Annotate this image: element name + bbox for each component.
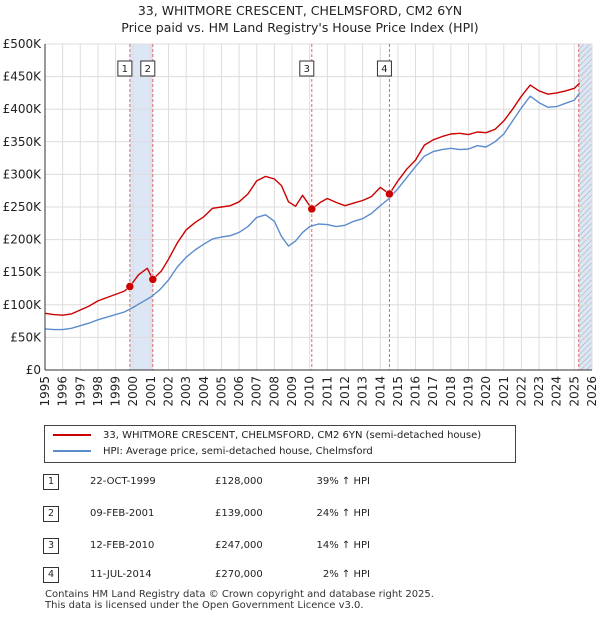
y-tick-label: £500K (3, 37, 43, 51)
x-tick-label: 2014 (373, 376, 387, 407)
x-tick-label: 2022 (514, 376, 528, 407)
sale-hpi-change: 39% ↑ HPI (316, 476, 370, 487)
legend-item-hpi: HPI: Average price, semi-detached house,… (53, 445, 373, 459)
y-tick-label: £0 (26, 363, 41, 377)
sale-marker-box (117, 60, 133, 77)
sale-point (307, 204, 317, 214)
x-tick-label: 2000 (126, 376, 140, 407)
x-tick-label: 1998 (91, 376, 105, 407)
x-tick-label: 2020 (479, 376, 493, 407)
y-tick-label: £350K (3, 135, 43, 149)
x-tick-label: 2024 (550, 376, 564, 407)
x-tick-label: 1995 (38, 376, 52, 407)
x-tick-label: 2012 (338, 376, 352, 407)
y-tick-label: £150K (3, 265, 43, 279)
sale-number-badge: 2 (43, 506, 59, 522)
sale-price: £128,000 (215, 476, 263, 487)
sale-marker-box (376, 60, 392, 77)
x-tick-label: 2013 (356, 376, 370, 407)
x-tick-label: 2001 (144, 376, 158, 407)
sale-marker-label: 4 (381, 64, 387, 75)
sale-marker-box (299, 60, 315, 77)
sale-date: 11-JUL-2014 (90, 569, 152, 580)
y-tick-label: £50K (10, 330, 42, 344)
x-tick-label: 2009 (285, 376, 299, 407)
price-chart: £0 £50K £100K £150K £200K £250K £300K £350K £400… (3, 37, 599, 407)
legend-item-property: 33, WHITMORE CRESCENT, CHELMSFORD, CM2 6… (53, 429, 481, 443)
x-tick-label: 2025 (567, 376, 581, 407)
x-tick-label: 2015 (391, 376, 405, 407)
footer: Contains HM Land Registry data © Crown c… (45, 589, 434, 611)
sale-hpi-change: 24% ↑ HPI (316, 508, 370, 519)
footer-licence: This data is licensed under the Open Gov… (45, 600, 364, 611)
sale-price: £270,000 (215, 569, 263, 580)
y-tick-label: £300K (3, 167, 43, 181)
table-row: 1 22-OCT-1999 £128,000 39% ↑ HPI (0, 473, 600, 491)
legend-swatch-hpi (53, 450, 91, 452)
x-tick-label: 2008 (267, 376, 281, 407)
sale-number-badge: 3 (43, 538, 59, 554)
x-tick-label: 2006 (232, 376, 246, 407)
x-tick-label: 2026 (585, 376, 599, 407)
x-tick-label: 2018 (444, 376, 458, 407)
sale-number-badge: 4 (43, 567, 59, 583)
legend: 33, WHITMORE CRESCENT, CHELMSFORD, CM2 6… (44, 425, 516, 463)
chart-subtitle: Price paid vs. HM Land Registry's House … (121, 20, 479, 35)
table-row: 3 12-FEB-2010 £247,000 14% ↑ HPI (0, 537, 600, 555)
sale-marker-label: 3 (304, 64, 310, 75)
sale-point (385, 189, 394, 199)
y-tick-label: £250K (3, 200, 43, 214)
x-tick-label: 2019 (461, 376, 475, 407)
legend-label-hpi: HPI: Average price, semi-detached house,… (103, 446, 373, 457)
sale-price: £247,000 (215, 540, 263, 551)
sale-hpi-change: 14% ↑ HPI (316, 540, 370, 551)
y-tick-label: £450K (3, 70, 43, 84)
x-tick-label: 2023 (532, 376, 546, 407)
hpi-line (44, 92, 581, 331)
chart-title: 33, WHITMORE CRESCENT, CHELMSFORD, CM2 6… (137, 3, 463, 18)
x-tick-label: 2021 (497, 376, 511, 407)
sale-date: 22-OCT-1999 (90, 476, 156, 487)
sale-point (125, 282, 135, 291)
x-tick-label: 2016 (409, 376, 423, 407)
sale-hpi-change: 2% ↑ HPI (322, 569, 370, 580)
legend-label-property: 33, WHITMORE CRESCENT, CHELMSFORD, CM2 6… (103, 430, 482, 441)
sale-date: 12-FEB-2010 (90, 540, 155, 551)
property-price-line (44, 82, 581, 316)
sale-date: 09-FEB-2001 (90, 508, 155, 519)
x-tick-label: 2004 (197, 376, 211, 407)
sale-point (148, 275, 158, 284)
table-row: 2 09-FEB-2001 £139,000 24% ↑ HPI (0, 505, 600, 523)
footer-copyright: Contains HM Land Registry data © Crown c… (45, 589, 434, 600)
sale-marker-label: 2 (145, 64, 151, 75)
x-tick-label: 2003 (179, 376, 193, 407)
x-tick-label: 2002 (162, 376, 176, 407)
x-tick-label: 2011 (320, 376, 334, 407)
x-tick-label: 1999 (109, 376, 123, 407)
sale-marker-label: 1 (122, 64, 128, 75)
table-row: 4 11-JUL-2014 £270,000 2% ↑ HPI (0, 566, 600, 584)
x-tick-label: 1997 (73, 376, 87, 407)
legend-swatch-property (53, 434, 91, 436)
y-tick-label: £100K (3, 298, 43, 312)
x-tick-label: 2007 (250, 376, 264, 407)
sale-price: £139,000 (215, 508, 263, 519)
x-tick-label: 1996 (56, 376, 70, 407)
x-tick-label: 2017 (426, 376, 440, 407)
x-tick-label: 2005 (214, 376, 228, 407)
y-tick-label: £400K (3, 102, 43, 116)
x-tick-label: 2010 (303, 376, 317, 407)
y-tick-label: £200K (3, 233, 43, 247)
sale-number-badge: 1 (43, 474, 59, 490)
sale-marker-box (140, 60, 156, 77)
